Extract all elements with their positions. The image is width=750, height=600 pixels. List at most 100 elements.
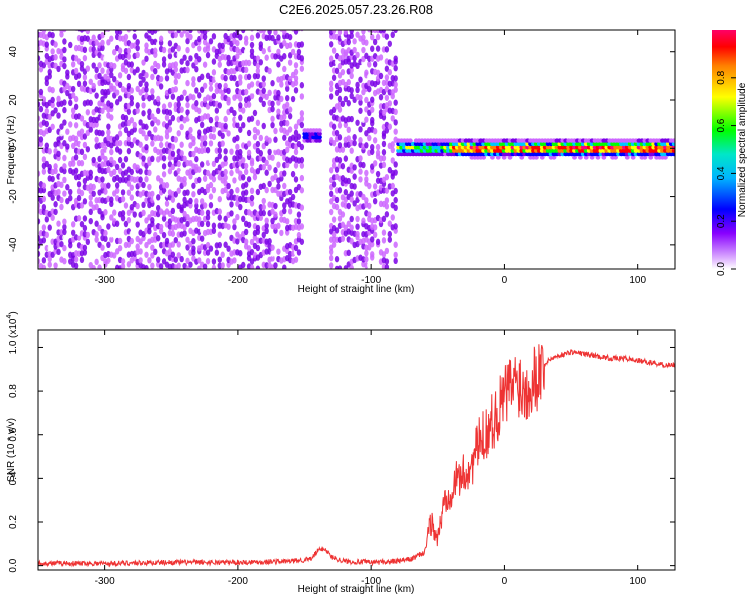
spectrogram-cell — [252, 133, 258, 141]
svg-text:(x104): (x104) — [6, 311, 19, 338]
spectrogram-cell — [663, 155, 668, 160]
spectrogram-cell — [91, 34, 96, 41]
spectrogram-cell — [158, 35, 164, 42]
spectrogram-cell — [109, 196, 114, 203]
spectrogram-cell — [285, 101, 290, 108]
spectrogram-cell — [370, 106, 375, 113]
colorbar-tick-label: 0.4 — [716, 166, 727, 180]
spectrogram-cell — [340, 100, 346, 108]
spectrogram-cell — [364, 169, 369, 177]
spectrogram-cell — [229, 210, 234, 217]
spectrogram-cell — [197, 107, 202, 115]
spectrogram-cell — [120, 195, 126, 203]
spectrogram-cell — [381, 215, 387, 223]
spectrogram-cell — [367, 182, 372, 190]
spectrogram-cell — [59, 123, 64, 130]
spectrogram-cell — [276, 248, 281, 255]
spectrogram-cell — [68, 99, 73, 107]
spectrogram-cell — [65, 143, 70, 150]
spectrogram-cell — [384, 187, 390, 194]
spectrogram-cell — [188, 197, 193, 205]
spectrogram-cell — [501, 155, 507, 160]
spectrogram-cell — [82, 244, 88, 251]
spectrogram-cell — [135, 51, 140, 59]
spectrogram-cell — [179, 106, 184, 113]
spectrogram-cell — [173, 256, 178, 263]
spectrogram-cell — [126, 73, 132, 81]
spectrogram-cell — [208, 38, 214, 45]
spectrogram-cell — [370, 241, 375, 248]
spectrogram-cell — [126, 53, 132, 60]
spectrogram-cell — [361, 34, 366, 41]
spectrogram-cell — [44, 142, 49, 149]
spectrogram-cell — [624, 155, 630, 160]
spectrogram-cell — [211, 33, 217, 40]
spectrogram-cell — [372, 61, 378, 68]
snr-frame — [37, 329, 676, 571]
spectrogram-cell — [372, 160, 378, 167]
spectrogram-cell — [53, 167, 58, 175]
spectrogram-cell — [317, 134, 322, 140]
spectrogram-cell — [199, 198, 205, 205]
snr-x-tick-label: -300 — [95, 576, 115, 587]
spectrogram-cell — [217, 256, 222, 263]
spectrogram-cell — [220, 89, 225, 97]
spectrogram-cell — [38, 258, 41, 265]
spectrogram-cell — [276, 61, 281, 68]
spectrogram-cell — [211, 58, 217, 65]
spectrogram-cell — [589, 155, 595, 160]
spectrogram-cell — [349, 32, 354, 39]
spectrogram-cell — [355, 215, 360, 223]
spectrogram-cell — [384, 197, 390, 204]
spectrogram-cell — [296, 249, 302, 256]
spectrogram-cell — [199, 220, 205, 228]
spectrogram-cell — [68, 41, 73, 49]
spectrogram-cell — [299, 174, 305, 182]
spectrogram-cell — [375, 45, 381, 52]
spectrogram-cell — [73, 67, 79, 75]
spectrogram-cell — [282, 53, 287, 60]
spectrogram-cell — [150, 217, 155, 224]
spectrogram-cell — [191, 94, 196, 101]
spectrogram-cell — [94, 121, 99, 128]
spectrogram-cell — [358, 176, 363, 183]
spectrogram-cell — [38, 250, 41, 258]
spectrogram-cell — [173, 86, 178, 93]
spectrogram-cell — [337, 122, 343, 129]
spectrogram-cell — [282, 182, 287, 190]
spectrogram-cell — [164, 75, 170, 82]
spectrogram-cell — [364, 256, 369, 263]
spectrogram-cell — [270, 255, 275, 262]
spectrogram-cell — [100, 96, 105, 103]
spectrogram-cell — [211, 160, 217, 168]
spectrogram-x-tick-label: -200 — [228, 275, 248, 286]
spectrogram-cell — [340, 68, 346, 76]
spectrogram-cell — [358, 136, 363, 144]
spectrogram-cell — [287, 42, 293, 49]
spectrogram-cell — [59, 196, 64, 204]
spectrogram-cell — [258, 96, 264, 103]
spectrogram-cell — [129, 230, 135, 238]
spectrogram-cell — [68, 148, 73, 155]
spectrogram-cell — [364, 176, 369, 183]
spectrogram-cell — [367, 61, 372, 68]
spectrogram-cell — [117, 81, 123, 89]
spectrogram-cell — [94, 203, 99, 211]
spectrogram-cell — [100, 176, 105, 183]
spectrogram-cell — [158, 263, 164, 269]
spectrogram-cell — [352, 183, 357, 190]
spectrogram-cell — [176, 30, 181, 34]
spectrogram-cell — [114, 163, 120, 171]
spectrogram-cell — [199, 86, 205, 93]
spectrogram-cell — [349, 30, 354, 35]
spectrogram-cell — [249, 92, 255, 100]
spectrogram-cell — [117, 47, 123, 54]
spectrogram-cell — [337, 265, 343, 269]
spectrogram-cell — [138, 257, 143, 264]
spectrogram-cell — [185, 236, 190, 243]
spectrogram-cell — [106, 182, 111, 189]
spectrogram-cell — [346, 100, 351, 107]
spectrogram-cell — [150, 190, 155, 198]
spectrogram-cell — [79, 160, 85, 167]
spectrogram-cell — [123, 67, 129, 74]
